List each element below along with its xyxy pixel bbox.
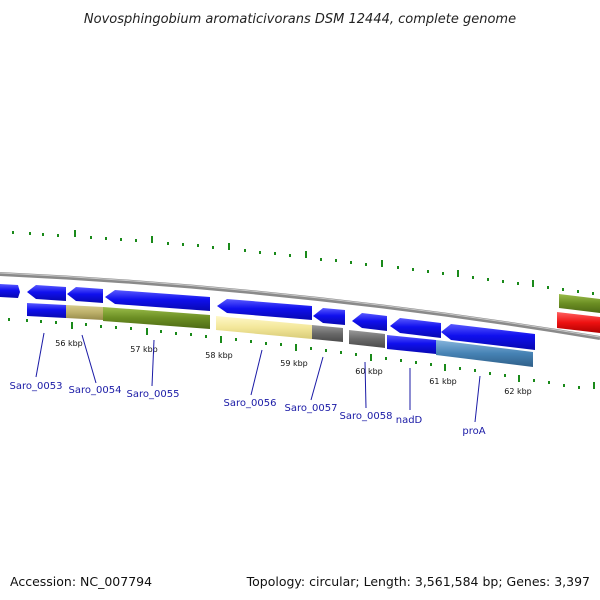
gene-box[interactable]: [27, 303, 66, 318]
gene-arrow[interactable]: [0, 284, 20, 298]
gene-arrow[interactable]: [390, 318, 441, 338]
inner-tick-ring: [8, 318, 595, 389]
gene-label[interactable]: Saro_0053: [10, 381, 63, 392]
tick-labels: 56 kbp 57 kbp 58 kbp 59 kbp 60 kbp 61 kb…: [55, 339, 532, 396]
gene-label[interactable]: proA: [462, 426, 485, 437]
gene-label[interactable]: Saro_0057: [285, 403, 338, 414]
tick-label: 60 kbp: [355, 367, 383, 376]
gene-box[interactable]: [312, 325, 343, 342]
outer-tick-ring: [12, 230, 594, 295]
gene-box[interactable]: [436, 340, 533, 367]
gene-box[interactable]: [216, 316, 312, 339]
accession-text: Accession: NC_007794: [10, 574, 152, 589]
topology-text: Topology: circular; Length: 3,561,584 bp…: [246, 574, 590, 589]
gene-arrow[interactable]: [67, 287, 103, 303]
gene-arrow[interactable]: [441, 324, 535, 350]
gene-box[interactable]: [66, 305, 103, 320]
gene-arrow[interactable]: [27, 285, 66, 301]
gene-labels: Saro_0053 Saro_0054 Saro_0055 Saro_0056 …: [10, 381, 486, 437]
gene-leader-lines: [35, 332, 481, 423]
tick-label: 56 kbp: [55, 339, 83, 348]
gene-box[interactable]: [349, 330, 385, 348]
map-title: Novosphingobium aromaticivorans DSM 1244…: [84, 12, 516, 27]
gene-arrow[interactable]: [559, 294, 600, 313]
tick-label: 57 kbp: [130, 345, 158, 354]
gene-label[interactable]: Saro_0055: [127, 389, 180, 400]
gene-box[interactable]: [387, 335, 436, 354]
reverse-strand-track: [27, 303, 600, 367]
gene-box[interactable]: [103, 307, 210, 329]
forward-strand-track: [0, 284, 600, 350]
gene-box[interactable]: [557, 312, 600, 333]
gene-label[interactable]: Saro_0056: [224, 398, 277, 409]
tick-label: 59 kbp: [280, 359, 308, 368]
gene-label[interactable]: Saro_0054: [69, 385, 122, 396]
genome-backbone-highlight: [0, 272, 600, 338]
gene-arrow[interactable]: [217, 299, 312, 320]
gene-label[interactable]: Saro_0058: [340, 411, 393, 422]
tick-label: 61 kbp: [429, 377, 457, 386]
gene-arrow[interactable]: [352, 313, 387, 331]
gene-arrow[interactable]: [313, 308, 345, 325]
genome-backbone: [0, 272, 600, 340]
tick-label: 58 kbp: [205, 351, 233, 360]
gene-arrow[interactable]: [105, 290, 210, 311]
tick-label: 62 kbp: [504, 387, 532, 396]
gene-label[interactable]: nadD: [396, 415, 423, 426]
